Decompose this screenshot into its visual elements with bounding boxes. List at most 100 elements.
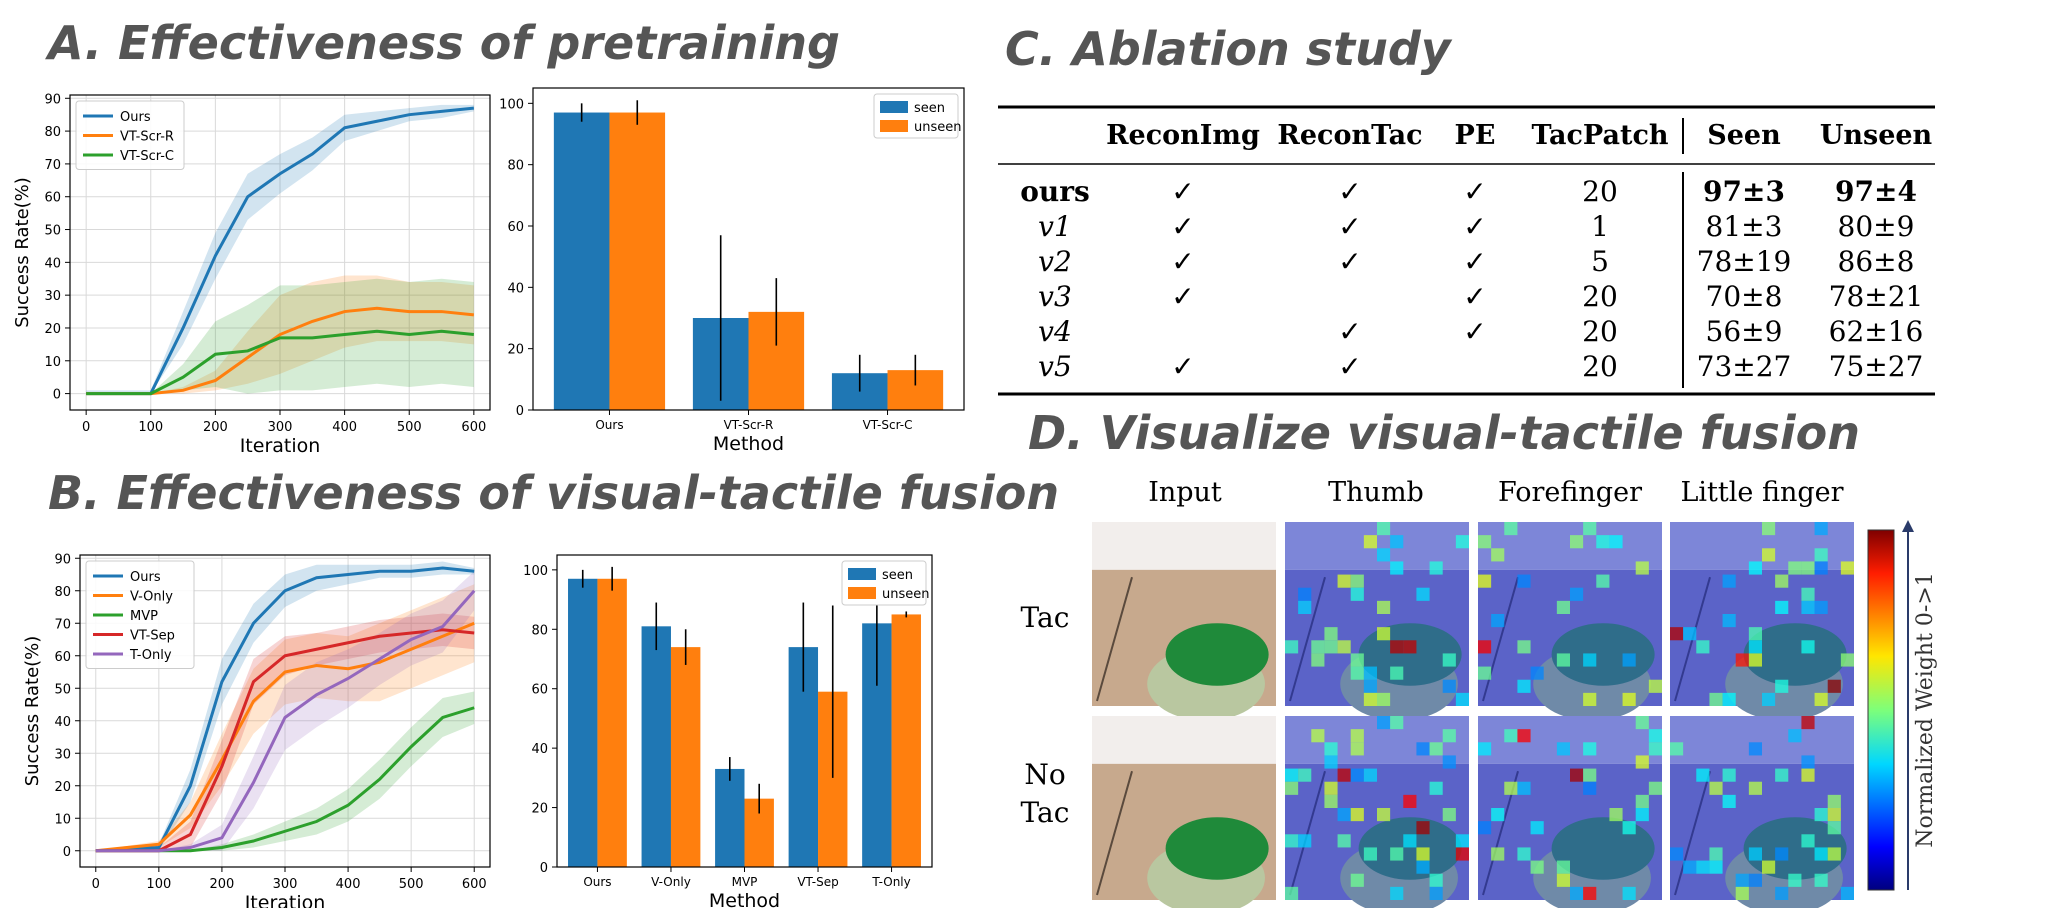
heatmap-row-label-tac: Tac bbox=[1021, 601, 1070, 634]
heatmap-cell bbox=[1530, 666, 1544, 680]
bar-mvp-seen bbox=[715, 768, 745, 867]
heatmap-cell bbox=[1670, 627, 1684, 641]
heatmap-cell bbox=[1517, 679, 1531, 693]
x-tick-label: 200 bbox=[203, 420, 228, 435]
heatmap-column-label-thumb: Thumb bbox=[1328, 477, 1424, 508]
heatmap-cell bbox=[1735, 886, 1749, 900]
table-cell-seen: 70±8 bbox=[1706, 280, 1783, 313]
bar-v-only-seen bbox=[641, 626, 671, 867]
heatmap-cell bbox=[1491, 847, 1505, 861]
y-tick-label: 80 bbox=[54, 585, 71, 600]
heatmap-cell bbox=[1609, 808, 1623, 822]
table-row: v3 ✓ ✓ 20 70±8 78±21 bbox=[1038, 280, 1923, 313]
series-line-ours bbox=[86, 106, 474, 396]
table-row: v5 ✓ ✓ 20 73±27 75±27 bbox=[1038, 350, 1923, 383]
y-tick-label: 40 bbox=[507, 281, 524, 296]
scene-hand bbox=[1165, 623, 1269, 686]
heatmap-cell bbox=[1517, 574, 1531, 588]
table-cell-recontac: ✓ bbox=[1338, 350, 1361, 383]
heatmap-cell bbox=[1648, 781, 1662, 795]
heatmap-cell bbox=[1775, 768, 1789, 782]
heatmap-cell bbox=[1748, 627, 1762, 641]
band-ours bbox=[95, 561, 475, 851]
heatmap-cell bbox=[1337, 768, 1351, 782]
x-axis-label: Iteration bbox=[240, 435, 321, 457]
heatmap-cell bbox=[1670, 742, 1684, 756]
table-cell-name: v5 bbox=[1038, 350, 1072, 383]
heatmap-cell bbox=[1455, 847, 1469, 861]
heatmap-cell bbox=[1455, 692, 1469, 706]
heatmap-cell bbox=[1390, 666, 1404, 680]
heatmap-row-label-no-tac: No Tac bbox=[1021, 758, 1070, 829]
heatmap-cell bbox=[1709, 847, 1723, 861]
heatmap-cell bbox=[1635, 561, 1649, 575]
y-tick-label: 0 bbox=[516, 404, 524, 419]
x-tick-label: VT-Scr-C bbox=[863, 418, 913, 432]
x-axis-label: Iteration bbox=[245, 892, 326, 908]
panel-d-title: D. Visualize visual-tactile fusion bbox=[1028, 406, 1860, 460]
heatmap-cell bbox=[1298, 834, 1312, 848]
heatmap-cell bbox=[1583, 653, 1597, 667]
heatmap-cell bbox=[1596, 574, 1610, 588]
heatmap-cell bbox=[1683, 860, 1697, 874]
ablation-table: ReconImg ReconTac PE TacPatch Seen Unseen ours… bbox=[998, 105, 1935, 396]
legend-swatch-unseen bbox=[880, 120, 908, 132]
band-mvp bbox=[95, 691, 475, 851]
band-vt-sep bbox=[95, 613, 475, 851]
heatmap-cell bbox=[1722, 768, 1736, 782]
y-tick-label: 90 bbox=[54, 552, 71, 567]
heatmap-cell bbox=[1696, 768, 1710, 782]
table-cell-seen: 97±3 bbox=[1703, 175, 1785, 208]
heatmap-cell bbox=[1363, 666, 1377, 680]
scene-edge bbox=[1096, 576, 1133, 702]
heatmap-cell bbox=[1622, 886, 1636, 900]
heatmap-cell bbox=[1285, 781, 1299, 795]
heatmap-cell bbox=[1390, 716, 1404, 730]
heatmap-cell bbox=[1801, 834, 1815, 848]
y-tick-label: 10 bbox=[54, 812, 71, 827]
colorbar-gradient bbox=[1867, 529, 1895, 891]
heatmap-cell bbox=[1504, 522, 1518, 536]
y-tick-label: 20 bbox=[507, 343, 524, 358]
heatmap-cell bbox=[1517, 847, 1531, 861]
table-cell-unseen: 80±9 bbox=[1838, 210, 1915, 243]
heatmap-cell bbox=[1622, 653, 1636, 667]
table-cell-tacpatch: 5 bbox=[1591, 245, 1609, 278]
heatmap-panel-no-tac-thumb bbox=[1285, 716, 1469, 908]
heatmap-cell bbox=[1648, 742, 1662, 756]
heatmap-cell bbox=[1709, 692, 1723, 706]
heatmap-cell bbox=[1814, 561, 1828, 575]
y-tick-label: 70 bbox=[44, 158, 61, 173]
heatmap-cell bbox=[1403, 794, 1417, 808]
series-line-t-only bbox=[95, 589, 476, 853]
y-tick-label: 100 bbox=[523, 564, 548, 579]
y-tick-label: 60 bbox=[507, 220, 524, 235]
bar-ours-seen bbox=[553, 112, 610, 411]
heatmap-cell bbox=[1801, 587, 1815, 601]
heatmap-cell bbox=[1429, 886, 1443, 900]
panel-c-title: C. Ablation study bbox=[1005, 22, 1451, 76]
heatmap-cell bbox=[1670, 847, 1684, 861]
heatmap-cell bbox=[1442, 679, 1456, 693]
y-tick-label: 80 bbox=[531, 623, 548, 638]
bar-t-only-unseen bbox=[891, 614, 921, 867]
heatmap-cell bbox=[1517, 640, 1531, 654]
heatmap-cell bbox=[1377, 692, 1391, 706]
heatmap-cell bbox=[1478, 574, 1492, 588]
table-cell-reconimg: ✓ bbox=[1171, 280, 1194, 313]
table-header-recontac: ReconTac bbox=[1277, 120, 1422, 151]
x-tick-label: 600 bbox=[462, 877, 487, 892]
heatmap-cell bbox=[1324, 755, 1338, 769]
table-cell-pe: ✓ bbox=[1463, 315, 1486, 348]
heatmap-panel-tac-forefinger bbox=[1478, 522, 1662, 721]
y-tick-label: 70 bbox=[54, 617, 71, 632]
heatmap-cell bbox=[1337, 640, 1351, 654]
heatmap-cell bbox=[1429, 561, 1443, 575]
table-header-seen: Seen bbox=[1707, 120, 1781, 151]
heatmap-cell bbox=[1350, 653, 1364, 667]
heatmap-cell bbox=[1442, 808, 1456, 822]
heatmap-cell bbox=[1775, 600, 1789, 614]
heatmap-cell bbox=[1748, 640, 1762, 654]
scene-hand bbox=[1358, 817, 1462, 880]
legend-label-vt-sep: VT-Sep bbox=[130, 629, 175, 644]
